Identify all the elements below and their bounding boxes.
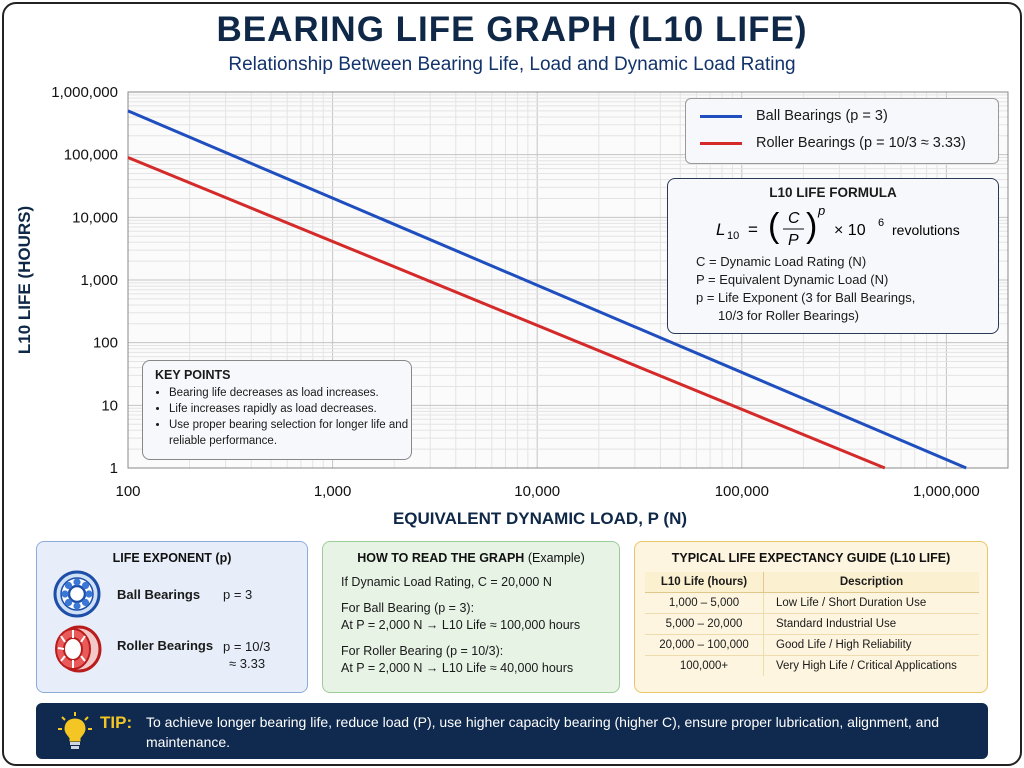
ball-bearings-label: Ball Bearings [117,586,201,602]
table-row: 1,000 – 5,000 Low Life / Short Duration U… [645,592,979,614]
read-line-2: For Ball Bearing (p = 3): [341,601,475,615]
y-tick-label: 1,000 [80,272,118,289]
chart-legend: Ball Bearings (p = 3) Roller Bearings (p… [685,98,999,164]
guide-col-description: Description [763,572,979,593]
key-point: Use proper bearing selection for longer … [169,417,411,449]
formula-times-exp: 6 [878,217,884,229]
formula-unit: revolutions [892,222,960,238]
formula-line-2: P = Equivalent Dynamic Load (N) [696,272,889,287]
y-tick-label: 10 [101,397,118,414]
formula-heading: L10 LIFE FORMULA [769,185,897,200]
y-tick-label: 1,000,000 [51,84,118,101]
formula-lhs-sub: 10 [727,230,739,242]
legend-swatch-ball [700,114,742,118]
guide-col-range: L10 Life (hours) [645,572,764,593]
formula-paren-close: ) [806,207,817,245]
y-tick-label: 100,000 [64,147,118,164]
tip-banner: TIP: To achieve longer bearing life, red… [36,703,988,759]
y-tick-label: 100 [93,335,118,352]
x-tick-label: 100,000 [715,483,769,500]
guide-range: 1,000 – 5,000 [645,592,764,614]
formula-denominator: P [788,232,799,249]
guide-desc: Good Life / High Reliability [763,634,979,656]
key-point: Life increases rapidly as load decreases… [169,401,411,417]
life-exponent-heading: LIFE EXPONENT (p) [112,551,232,565]
life-exponent-panel: LIFE EXPONENT (p) Ball Bearings p = 3 [36,541,308,693]
formula-times: × 10 [834,222,866,239]
guide-desc: Very High Life / Critical Applications [776,660,957,672]
x-tick-label: 1,000 [314,483,352,500]
legend-label-roller: Roller Bearings (p = 10/3 ≈ 3.33) [756,135,966,151]
table-row: 100,000+ Very High Life / Critical Applic… [645,655,979,676]
exp-row-ball: Ball Bearings p = 3 [51,570,252,618]
roller-bearings-value-block: p = 10/3 ≈ 3.33 [223,638,270,672]
guide-range: 20,000 – 100,000 [645,634,764,656]
x-tick-labels: 100 1,000 10,000 100,000 1,000,000 [115,483,979,500]
ball-bearing-icon [53,570,101,618]
guide-range: 5,000 – 20,000 [645,613,764,635]
life-guide-table: L10 Life (hours) Description 1,000 – 5,0… [645,572,979,676]
ball-bearing-line [127,109,967,470]
formula-lhs: L [716,220,725,239]
roller-bearing-icon [55,625,102,673]
key-points-list: Bearing life decreases as load increases… [143,385,411,449]
read-line-1: If Dynamic Load Rating, C = 20,000 N [341,575,552,589]
life-guide-panel: TYPICAL LIFE EXPECTANCY GUIDE (L10 LIFE)… [634,541,988,693]
x-tick-label: 1,000,000 [913,483,980,500]
x-tick-label: 10,000 [514,483,560,500]
roller-bearings-value-approx: ≈ 3.33 [229,656,266,671]
legend-swatch-roller [700,141,742,145]
guide-range: 100,000+ [645,655,764,676]
formula-exponent: p [817,203,825,218]
guide-desc: Low Life / Short Duration Use [763,592,979,614]
life-guide-heading: TYPICAL LIFE EXPECTANCY GUIDE (L10 LIFE) [671,551,951,565]
read-line-4: For Roller Bearing (p = 10/3): [341,644,504,658]
how-to-read-title: HOW TO READ THE GRAPH [357,551,525,565]
series-lines [127,109,967,470]
plot-frame [127,91,1009,469]
formula-paren-open: ( [768,207,780,245]
formula-numerator: C [788,210,800,227]
legend-item-roller: Roller Bearings (p = 10/3 ≈ 3.33) [700,135,966,151]
y-axis-label: L10 LIFE (HOURS) [15,206,34,354]
key-point: Bearing life decreases as load increases… [169,385,411,401]
formula-equation: L 10 = ( C P ) p × 10 6 revolutions [716,203,960,249]
table-row: 20,000 – 100,000 Good Life / High Reliabi… [645,634,979,656]
how-to-read-heading: HOW TO READ THE GRAPH (Example) [323,551,619,565]
page-subtitle: Relationship Between Bearing Life, Load … [228,54,796,75]
y-tick-labels: 1 10 100 1,000 10,000 100,000 1,000,000 [51,84,118,477]
legend-item-ball: Ball Bearings (p = 3) [700,108,888,124]
read-line-3: At P = 2,000 N → L10 Life ≈ 100,000 hour… [341,618,581,632]
how-to-read-body: If Dynamic Load Rating, C = 20,000 N For… [341,574,580,677]
formula-line-4: 10/3 for Roller Bearings) [718,308,859,323]
tip-label: TIP: [100,713,133,732]
guide-desc: Standard Industrial Use [763,613,979,635]
tip-text: To achieve longer bearing life, reduce l… [146,714,940,750]
formula-line-3: p = Life Exponent (3 for Ball Bearings, [696,290,916,305]
exp-row-roller: Roller Bearings p = 10/3 ≈ 3.33 [51,624,270,674]
y-tick-label: 10,000 [72,209,118,226]
legend-label-ball: Ball Bearings (p = 3) [756,108,888,124]
key-points-box: KEY POINTS Bearing life decreases as loa… [142,360,412,460]
y-tick-label: 1 [110,460,118,477]
key-points-heading: KEY POINTS [155,368,231,382]
x-tick-label: 100 [115,483,140,500]
formula-equals: = [748,220,758,239]
how-to-read-suffix: (Example) [527,551,585,565]
read-line-5: At P = 2,000 N → L10 Life ≈ 40,000 hours [341,661,574,675]
formula-line-1: C = Dynamic Load Rating (N) [696,254,867,269]
x-axis-label: EQUIVALENT DYNAMIC LOAD, P (N) [393,509,687,528]
table-row: 5,000 – 20,000 Standard Industrial Use [645,613,979,635]
roller-bearing-line [127,156,886,470]
how-to-read-panel: HOW TO READ THE GRAPH (Example) If Dynam… [322,541,620,693]
roller-bearings-label: Roller Bearings [117,638,214,653]
ball-bearings-value: p = 3 [223,586,253,602]
lightbulb-icon [58,712,92,749]
formula-box: L10 LIFE FORMULA L 10 = ( C P ) p × 10 6… [667,178,999,334]
page-title: BEARING LIFE GRAPH (L10 LIFE) [216,10,808,49]
roller-bearings-value: p = 10/3 [223,639,271,654]
